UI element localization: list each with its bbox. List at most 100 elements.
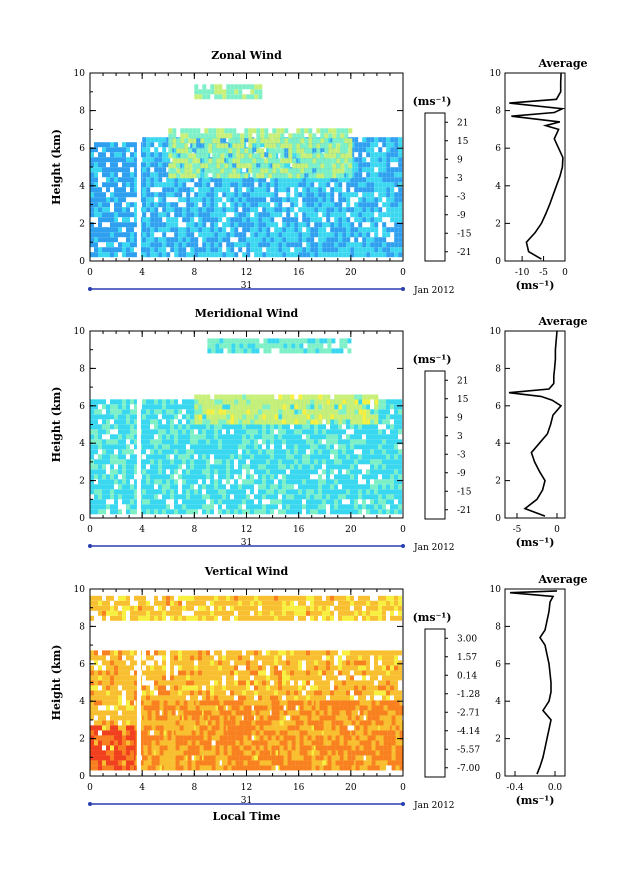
heatmap-cell	[370, 489, 374, 495]
heatmap-cell	[90, 222, 94, 228]
heatmap-cell	[304, 128, 309, 134]
heatmap-cell	[94, 197, 98, 203]
heatmap-cell	[154, 252, 159, 258]
chart-title: Meridional Wind	[195, 307, 299, 320]
heatmap-cell	[244, 133, 249, 139]
heatmap-cell	[228, 128, 233, 134]
heatmap-cell	[182, 504, 186, 510]
heatmap-cell	[122, 424, 126, 430]
heatmap-cell	[142, 247, 147, 253]
heatmap-cell	[218, 237, 223, 243]
heatmap-cell	[294, 252, 299, 258]
heatmap-cell	[102, 439, 106, 445]
heatmap-cell	[260, 173, 265, 179]
heatmap-cell	[154, 474, 158, 480]
heatmap-cell	[298, 439, 302, 445]
heatmap-cell	[322, 459, 326, 465]
heatmap-cell	[306, 242, 311, 248]
heatmap-cell	[118, 202, 122, 208]
heatmap-cell	[126, 675, 130, 681]
heatmap-cell	[268, 143, 273, 149]
heatmap-cell	[210, 232, 215, 238]
heatmap-cell	[314, 252, 319, 258]
heatmap-cell	[166, 227, 171, 233]
heatmap-cell	[176, 173, 181, 179]
heatmap-cell	[296, 128, 301, 134]
heatmap-cell	[330, 504, 334, 510]
heatmap-cell	[350, 399, 355, 405]
heatmap-cell	[298, 414, 303, 420]
heatmap-cell	[110, 182, 114, 188]
heatmap-cell	[266, 182, 271, 188]
heatmap-cell	[154, 399, 158, 405]
heatmap-cell	[302, 409, 307, 415]
heatmap-cell	[198, 740, 202, 746]
heatmap-cell	[126, 217, 130, 223]
heatmap-cell	[374, 499, 378, 505]
heatmap-cell	[394, 459, 398, 465]
heatmap-cell	[172, 163, 177, 169]
heatmap-cell	[308, 143, 313, 149]
heatmap-cell	[182, 449, 186, 455]
heatmap-cell	[98, 444, 102, 450]
heatmap-cell	[246, 237, 251, 243]
heatmap-cell	[346, 247, 351, 253]
heatmap-cell	[202, 212, 207, 218]
heatmap-cell	[194, 414, 199, 420]
heatmap-cell	[366, 177, 371, 183]
heatmap-cell	[322, 394, 327, 400]
heatmap-cell	[394, 454, 398, 460]
heatmap-cell	[246, 177, 251, 183]
heatmap-cell	[310, 494, 314, 500]
heatmap-cell	[354, 192, 359, 198]
heatmap-cell	[102, 715, 106, 721]
heatmap-cell	[328, 133, 333, 139]
heatmap-cell	[251, 348, 256, 354]
heatmap-cell	[198, 137, 203, 143]
heatmap-cell	[94, 192, 98, 198]
heatmap-cell	[214, 227, 219, 233]
heatmap-cell	[274, 409, 279, 415]
heatmap-cell	[246, 197, 251, 203]
heatmap-cell	[170, 414, 174, 420]
heatmap-cell	[218, 489, 222, 495]
heatmap-cell	[350, 499, 354, 505]
heatmap-cell	[298, 509, 302, 515]
heatmap-cell	[308, 173, 313, 179]
heatmap-cell	[182, 509, 186, 515]
heatmap-cell	[290, 509, 294, 515]
heatmap-cell	[298, 454, 302, 460]
heatmap-cell	[216, 143, 221, 149]
heatmap-cell	[102, 449, 106, 455]
heatmap-cell	[366, 197, 371, 203]
heatmap-cell	[118, 247, 122, 253]
heatmap-cell	[322, 404, 327, 410]
heatmap-cell	[158, 237, 163, 243]
heatmap-cell	[118, 222, 122, 228]
heatmap-cell	[266, 247, 271, 253]
heatmap-cell	[339, 348, 344, 354]
heatmap-cell	[248, 168, 253, 174]
heatmap-cell	[330, 409, 335, 415]
heatmap-cell	[146, 494, 150, 500]
heatmap-cell	[278, 414, 282, 420]
heatmap-cell	[102, 499, 106, 505]
heatmap-cell	[294, 479, 298, 485]
heatmap-cell	[210, 449, 214, 455]
heatmap-cell	[122, 167, 126, 173]
heatmap-cell	[294, 449, 298, 455]
heatmap-cell	[264, 163, 269, 169]
profile-title: Average	[537, 315, 587, 328]
heatmap-cell	[102, 237, 106, 243]
heatmap-cell	[358, 469, 362, 475]
heatmap-cell	[250, 182, 255, 188]
heatmap-cell	[322, 449, 326, 455]
heatmap-cell	[330, 464, 334, 470]
heatmap-cell	[130, 202, 134, 208]
heatmap-cell	[206, 690, 210, 696]
heatmap-cell	[326, 197, 331, 203]
heatmap-cell	[378, 449, 382, 455]
heatmap-cell	[126, 685, 130, 691]
heatmap-cell	[270, 474, 274, 480]
heatmap-cell	[298, 252, 303, 258]
